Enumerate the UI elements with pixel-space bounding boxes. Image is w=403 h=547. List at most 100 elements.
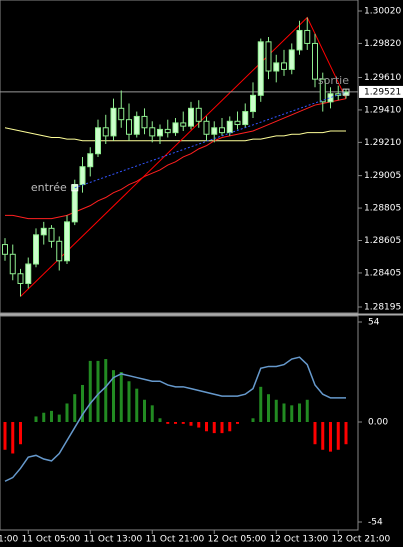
histogram-bar <box>57 414 61 422</box>
histogram-bar <box>88 360 92 422</box>
histogram-bar <box>65 403 69 422</box>
candle-body <box>180 122 187 127</box>
y-tick-label: 1.29210 <box>364 138 401 148</box>
x-tick-label: 12 Oct 13:00 <box>270 535 329 545</box>
x-tick-label: 11 Oct 21:00 <box>146 535 205 545</box>
y-tick-label: 1.28605 <box>364 236 401 246</box>
histogram-bar <box>112 370 115 422</box>
histogram-bar <box>174 422 177 424</box>
histogram-bar <box>336 422 340 450</box>
entry-label: entrée <box>31 181 67 194</box>
histogram-bar <box>73 394 77 422</box>
histogram-bar <box>81 384 84 422</box>
histogram-bar <box>236 422 239 424</box>
candle-body <box>40 227 47 236</box>
histogram-bar <box>158 418 162 422</box>
main-panel <box>0 0 359 314</box>
candle-body <box>250 94 256 113</box>
y-tick-label: 1.28805 <box>364 204 401 214</box>
candle-body <box>319 78 326 103</box>
histogram-bar <box>321 422 325 450</box>
histogram-bar <box>212 422 216 434</box>
histogram-bar <box>205 422 208 432</box>
histogram-bar <box>290 405 294 422</box>
candle-body <box>149 127 156 137</box>
histogram-bar <box>282 403 286 422</box>
histogram-bar <box>150 405 154 422</box>
candle-body <box>141 115 148 129</box>
histogram-bar <box>274 399 278 422</box>
candle-body <box>327 93 334 103</box>
x-tick-label: 1:00 <box>0 535 19 545</box>
y-tick-label: 1.30020 <box>364 7 401 17</box>
candle-body <box>126 119 132 135</box>
x-tick-label: 11 Oct 05:00 <box>22 535 81 545</box>
last-price-box <box>359 85 403 98</box>
candle-body <box>157 128 163 137</box>
candle-body <box>312 42 318 80</box>
candle-body <box>195 107 202 122</box>
candle-body <box>118 107 125 121</box>
candle-body <box>226 120 233 134</box>
candle-body <box>335 93 342 96</box>
histogram-bar <box>11 422 15 454</box>
candle-body <box>172 122 179 134</box>
candle-body <box>188 107 194 127</box>
exit-label: sortie <box>318 74 349 87</box>
candle-body <box>110 107 117 137</box>
plot <box>3 356 348 482</box>
histogram-bar <box>104 359 108 422</box>
y-tick-label: 0.00 <box>368 418 388 428</box>
candle-body <box>133 115 140 135</box>
histogram-bar <box>3 422 7 450</box>
histogram-bar <box>189 422 193 426</box>
histogram-bar <box>181 422 185 424</box>
histogram-bar <box>135 388 139 422</box>
candle-body <box>48 227 55 242</box>
histogram-bar <box>34 416 38 422</box>
moving-average <box>4 127 346 142</box>
candle-body <box>102 127 109 137</box>
candle-body <box>2 244 8 255</box>
histogram-bar <box>96 360 100 422</box>
histogram-bar <box>251 418 255 422</box>
candle-body <box>257 41 264 96</box>
candle-body <box>281 62 287 70</box>
histogram-bar <box>298 403 301 422</box>
candle-body <box>203 120 210 135</box>
candle-body <box>296 29 303 51</box>
candle-body <box>234 120 241 126</box>
indicator-panel <box>0 315 359 531</box>
x-tick-label: 12 Oct 05:00 <box>208 535 267 545</box>
last-price-label: 1.29521 <box>364 87 401 97</box>
y-tick-label: 1.29005 <box>364 171 401 181</box>
y-tick-label: 1.29410 <box>364 105 401 115</box>
candle-body <box>25 263 32 284</box>
moving-average <box>5 98 347 220</box>
y-tick-label: 1.29820 <box>364 39 401 49</box>
x-tick-label: 11 Oct 13:00 <box>84 535 143 545</box>
y-tick-label: 1.29610 <box>364 73 401 83</box>
y-tick-label: 54 <box>368 318 380 328</box>
candle-body <box>304 29 311 44</box>
histogram-bar <box>166 422 170 424</box>
histogram-bar <box>259 386 263 422</box>
x-tick-label: 12 Oct 21:00 <box>332 535 391 545</box>
histogram-bar <box>344 422 348 445</box>
candle-body <box>64 221 70 262</box>
histogram-bar <box>228 422 232 432</box>
histogram-bar <box>197 422 201 428</box>
candle-body <box>95 127 101 155</box>
y-tick-label: 1.28195 <box>364 303 401 313</box>
histogram-bar <box>267 394 270 422</box>
candle-body <box>211 127 218 135</box>
histogram-bar <box>220 422 224 434</box>
histogram-bar <box>127 381 131 422</box>
entry-marker <box>71 184 79 192</box>
exit-marker <box>342 88 350 96</box>
histogram-bar <box>19 422 22 445</box>
candle-body <box>9 253 16 275</box>
candle-body <box>288 49 295 70</box>
y-tick-label: -54 <box>368 518 383 528</box>
